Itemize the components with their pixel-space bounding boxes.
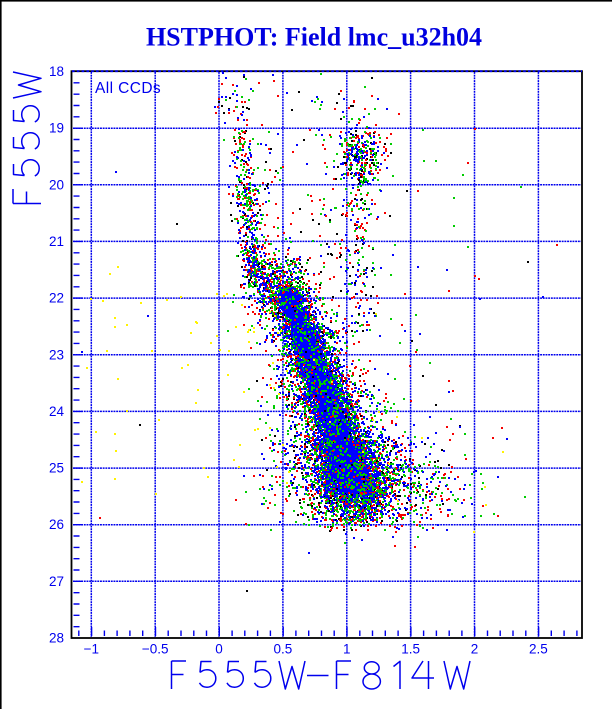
svg-text:−1: −1: [84, 642, 99, 657]
svg-text:19: 19: [49, 121, 64, 136]
svg-text:2: 2: [471, 642, 479, 657]
svg-text:0.5: 0.5: [274, 642, 293, 657]
svg-text:20: 20: [49, 177, 64, 192]
svg-text:18: 18: [49, 64, 64, 79]
svg-text:22: 22: [49, 291, 64, 306]
svg-text:26: 26: [49, 517, 64, 532]
svg-text:25: 25: [49, 461, 64, 476]
svg-text:0: 0: [215, 642, 223, 657]
svg-text:24: 24: [49, 404, 65, 419]
svg-text:21: 21: [49, 234, 64, 249]
svg-text:HSTPHOT: Field lmc_u32h04: HSTPHOT: Field lmc_u32h04: [146, 23, 482, 52]
svg-text:1: 1: [343, 642, 351, 657]
svg-text:1.5: 1.5: [401, 642, 420, 657]
svg-text:All CCDs: All CCDs: [95, 80, 161, 97]
svg-text:27: 27: [49, 574, 64, 589]
svg-text:28: 28: [49, 631, 64, 646]
svg-text:23: 23: [49, 347, 64, 362]
svg-text:2.5: 2.5: [529, 642, 548, 657]
svg-text:−0.5: −0.5: [142, 642, 169, 657]
